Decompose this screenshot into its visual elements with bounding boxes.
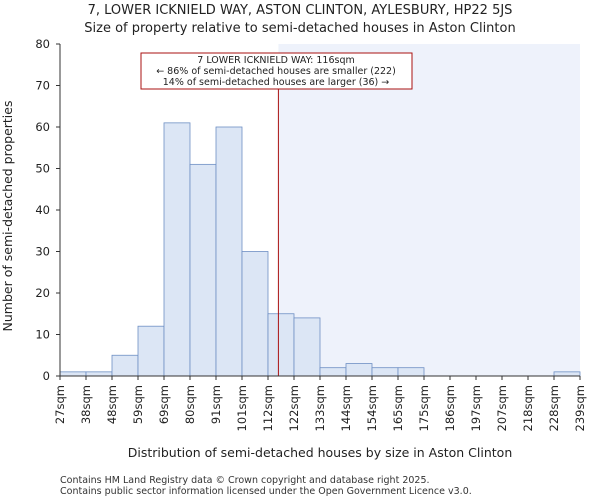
bar-59sqm bbox=[137, 325, 165, 377]
x-tick-label: 38sqm bbox=[79, 385, 93, 424]
x-tick-label: 239sqm bbox=[573, 385, 587, 431]
footer-line-2: Contains public sector information licen… bbox=[60, 486, 472, 497]
x-tick-label: 59sqm bbox=[131, 385, 145, 424]
bar-69sqm bbox=[163, 122, 191, 377]
bar-80sqm bbox=[189, 163, 217, 377]
x-tick-label: 175sqm bbox=[417, 385, 431, 431]
y-ticks-group: 0 10 20 30 40 50 60 70 80 bbox=[35, 37, 60, 383]
x-tick-label: 48sqm bbox=[105, 385, 119, 424]
x-tick-label: 122sqm bbox=[287, 385, 301, 431]
bar-228sqm bbox=[553, 371, 581, 377]
x-tick-label: 27sqm bbox=[53, 385, 67, 424]
bar-122sqm bbox=[293, 317, 321, 377]
x-ticks-group: 27sqm 38sqm 48sqm 59sqm 69sqm 80sqm 91sqm 101sq… bbox=[53, 376, 587, 431]
annotation-border bbox=[140, 52, 413, 90]
y-tick-label: 10 bbox=[35, 328, 50, 342]
y-tick-label: 0 bbox=[43, 369, 50, 383]
x-tick-label: 228sqm bbox=[547, 385, 561, 431]
x-tick-label: 186sqm bbox=[443, 385, 457, 431]
y-tick-label: 60 bbox=[35, 120, 50, 134]
bar-133sqm bbox=[319, 367, 347, 377]
y-tick-label: 80 bbox=[35, 37, 50, 51]
bar-101sqm bbox=[241, 251, 269, 377]
x-tick-label: 133sqm bbox=[313, 385, 327, 431]
bars-group bbox=[59, 122, 581, 377]
x-tick-label: 207sqm bbox=[495, 385, 509, 431]
y-tick-label: 50 bbox=[35, 162, 50, 176]
x-tick-label: 112sqm bbox=[261, 385, 275, 431]
annotation-line-3: 14% of semi-detached houses are larger (… bbox=[163, 77, 390, 88]
x-axis-title: Distribution of semi-detached houses by … bbox=[128, 445, 513, 460]
y-tick-label: 70 bbox=[35, 79, 50, 93]
y-tick-label: 20 bbox=[35, 286, 50, 300]
x-tick-label: 218sqm bbox=[521, 385, 535, 431]
x-tick-label: 144sqm bbox=[339, 385, 353, 431]
larger-properties-region bbox=[278, 44, 580, 376]
bar-144sqm bbox=[345, 363, 373, 377]
x-tick-label: 91sqm bbox=[209, 385, 223, 424]
bar-154sqm bbox=[371, 367, 399, 377]
x-tick-label: 101sqm bbox=[235, 385, 249, 431]
x-tick-label: 165sqm bbox=[391, 385, 405, 431]
annotation-box: 7 LOWER ICKNIELD WAY: 116sqm ← 86% of se… bbox=[140, 52, 413, 90]
bar-27sqm bbox=[59, 371, 87, 377]
chart-subtitle: Size of property relative to semi-detach… bbox=[84, 21, 515, 36]
x-tick-label: 154sqm bbox=[365, 385, 379, 431]
y-axis-title: Number of semi-detached properties bbox=[0, 101, 15, 332]
x-tick-label: 69sqm bbox=[157, 385, 171, 424]
bar-165sqm bbox=[397, 367, 425, 377]
bar-112sqm bbox=[267, 313, 295, 377]
y-tick-label: 40 bbox=[35, 203, 50, 217]
x-tick-label: 80sqm bbox=[183, 385, 197, 424]
footer-line-1: Contains HM Land Registry data © Crown c… bbox=[60, 475, 430, 486]
x-tick-label: 197sqm bbox=[469, 385, 483, 431]
y-tick-label: 30 bbox=[35, 245, 50, 259]
chart-title: 7, LOWER ICKNIELD WAY, ASTON CLINTON, AY… bbox=[88, 3, 513, 18]
bar-48sqm bbox=[111, 354, 139, 377]
annotation-line-2: ← 86% of semi-detached houses are smalle… bbox=[156, 66, 396, 77]
bar-91sqm bbox=[215, 126, 243, 377]
annotation-line-1: 7 LOWER ICKNIELD WAY: 116sqm bbox=[197, 55, 354, 66]
bar-38sqm bbox=[85, 371, 113, 377]
